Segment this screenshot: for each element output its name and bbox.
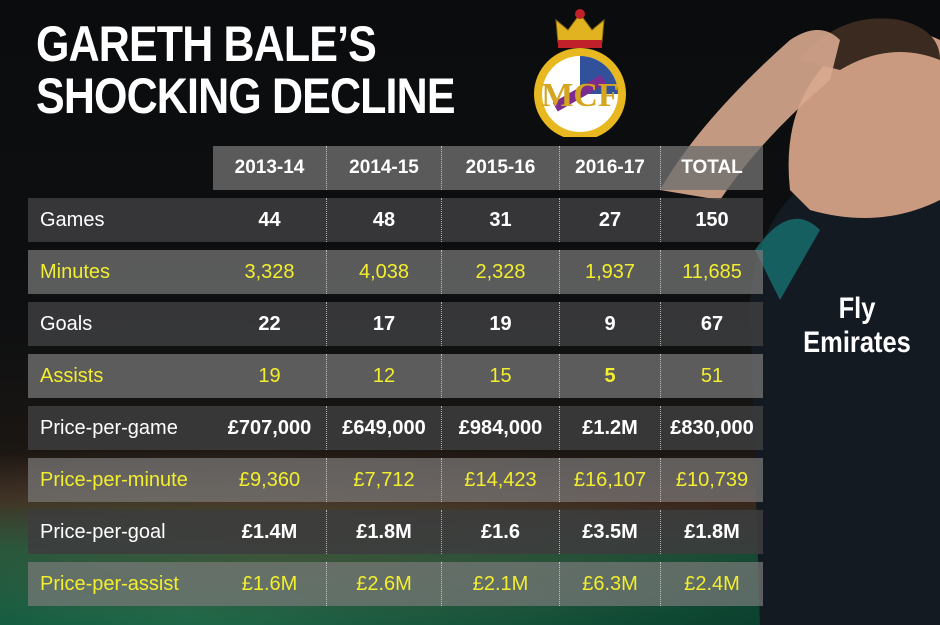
table-row: Goals 22 17 19 9 67	[28, 302, 763, 346]
table-row: Price-per-assist £1.6M £2.6M £2.1M £6.3M £2.4…	[28, 562, 763, 606]
table-cell: 19	[213, 354, 326, 398]
table-cell: 150	[660, 198, 763, 242]
table-cell: 19	[441, 302, 559, 346]
table-cell: 4,038	[326, 250, 441, 294]
table-row: Price-per-minute £9,360 £7,712 £14,423 £16,1…	[28, 458, 763, 502]
column-header: TOTAL	[660, 146, 763, 190]
stats-table: 2013-14 2014-15 2015-16 2016-17 TOTAL Ga…	[28, 138, 763, 614]
table-cell: £707,000	[213, 406, 326, 450]
table-row: Price-per-game £707,000 £649,000 £984,000 £1…	[28, 406, 763, 450]
table-cell: £2.6M	[326, 562, 441, 606]
table-cell: £6.3M	[559, 562, 660, 606]
table-row: Assists 19 12 15 5 51	[28, 354, 763, 398]
svg-text:MCF: MCF	[541, 77, 618, 114]
table-cell: £1.4M	[213, 510, 326, 554]
table-cell: 11,685	[660, 250, 763, 294]
table-cell: £7,712	[326, 458, 441, 502]
table-cell: £1.8M	[326, 510, 441, 554]
table-cell: 51	[660, 354, 763, 398]
page-title: GARETH BALE’S SHOCKING DECLINE	[36, 16, 456, 124]
table-cell: £984,000	[441, 406, 559, 450]
table-cell: 15	[441, 354, 559, 398]
table-cell: £830,000	[660, 406, 763, 450]
table-cell: 1,937	[559, 250, 660, 294]
table-row: Minutes 3,328 4,038 2,328 1,937 11,685	[28, 250, 763, 294]
table-cell: 31	[441, 198, 559, 242]
row-label: Minutes	[28, 250, 213, 294]
row-label: Price-per-goal	[28, 510, 213, 554]
table-cell: £1.6	[441, 510, 559, 554]
table-cell: £3.5M	[559, 510, 660, 554]
column-header: 2014-15	[326, 146, 441, 190]
table-cell: 17	[326, 302, 441, 346]
table-cell: 3,328	[213, 250, 326, 294]
table-cell: £1.8M	[660, 510, 763, 554]
header-row: 2013-14 2014-15 2015-16 2016-17 TOTAL	[28, 146, 763, 190]
table-cell: £2.1M	[441, 562, 559, 606]
table-cell: 5	[559, 354, 660, 398]
row-label: Goals	[28, 302, 213, 346]
table-cell: 2,328	[441, 250, 559, 294]
table-cell: £2.4M	[660, 562, 763, 606]
row-label: Games	[28, 198, 213, 242]
header-blank	[28, 146, 213, 190]
table-cell: £9,360	[213, 458, 326, 502]
table-row: Price-per-goal £1.4M £1.8M £1.6 £3.5M £1.8M	[28, 510, 763, 554]
column-header: 2013-14	[213, 146, 326, 190]
table-cell: £1.6M	[213, 562, 326, 606]
column-header: 2015-16	[441, 146, 559, 190]
column-header: 2016-17	[559, 146, 660, 190]
table-cell: 48	[326, 198, 441, 242]
table-cell: 9	[559, 302, 660, 346]
table-cell: 27	[559, 198, 660, 242]
row-label: Price-per-minute	[28, 458, 213, 502]
table-cell: £10,739	[660, 458, 763, 502]
sponsor-line-2: Emirates	[803, 326, 911, 359]
table-cell: £1.2M	[559, 406, 660, 450]
table-cell: 22	[213, 302, 326, 346]
real-madrid-crest-icon: MCF	[534, 9, 626, 137]
table-cell: £14,423	[441, 458, 559, 502]
row-label: Price-per-assist	[28, 562, 213, 606]
table-cell: £16,107	[559, 458, 660, 502]
table-cell: 67	[660, 302, 763, 346]
shirt-sponsor: Fly Emirates	[793, 292, 921, 360]
table-row: Games 44 48 31 27 150	[28, 198, 763, 242]
title-line-1: GARETH BALE’S	[36, 16, 377, 72]
row-label: Price-per-game	[28, 406, 213, 450]
sponsor-line-1: Fly	[838, 292, 876, 325]
title-line-2: SHOCKING DECLINE	[36, 68, 456, 124]
table-cell: £649,000	[326, 406, 441, 450]
table-cell: 44	[213, 198, 326, 242]
row-label: Assists	[28, 354, 213, 398]
table-cell: 12	[326, 354, 441, 398]
